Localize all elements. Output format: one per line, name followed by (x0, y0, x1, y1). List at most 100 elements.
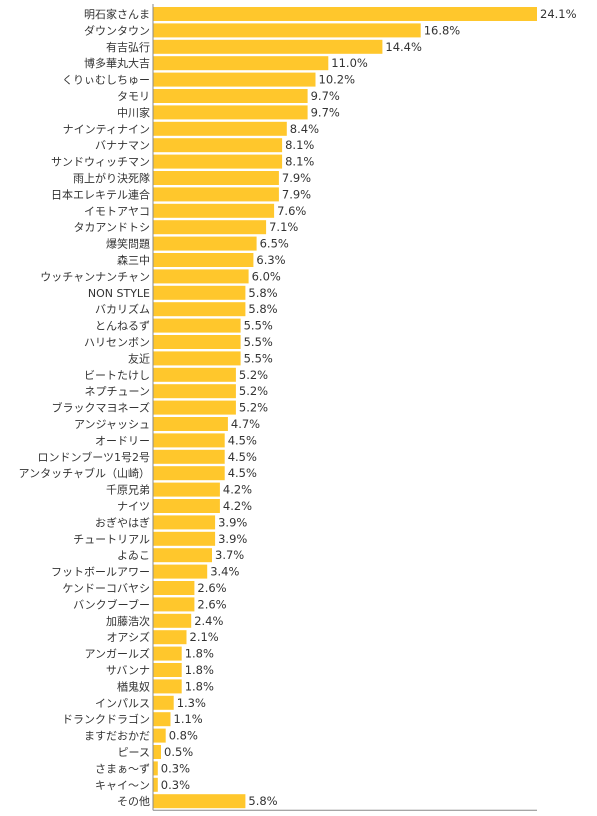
bar (153, 269, 249, 284)
bar (153, 745, 161, 759)
bar (153, 663, 182, 677)
bar (153, 679, 182, 694)
bar (153, 728, 166, 743)
value-label: 11.0% (331, 56, 368, 70)
category-label: ドランクドラゴン (62, 712, 150, 726)
category-label: フットボールアワー (51, 566, 150, 579)
value-label: 7.9% (282, 171, 311, 185)
bar (153, 285, 246, 300)
category-label: 爆笑問題 (106, 237, 150, 251)
bar (153, 23, 421, 38)
value-label: 1.8% (185, 663, 214, 677)
value-label: 2.6% (197, 597, 226, 611)
value-label: 4.2% (223, 483, 252, 497)
value-label: 6.5% (260, 237, 289, 251)
value-label: 7.6% (277, 204, 306, 218)
category-label: 森三中 (117, 253, 150, 267)
category-label: 楢鬼奴 (117, 679, 150, 693)
bar (153, 646, 182, 661)
value-label: 4.5% (228, 466, 257, 480)
category-label: ピース (118, 746, 150, 759)
value-label: 16.8% (424, 23, 461, 37)
category-label: バカリズム (95, 302, 150, 316)
bar (153, 72, 316, 87)
value-label: 2.1% (190, 630, 219, 644)
category-label: ブラックマヨネーズ (52, 401, 150, 415)
bar (153, 548, 212, 563)
bar (153, 712, 171, 727)
value-label: 1.8% (185, 647, 214, 661)
category-label: インパルス (95, 697, 150, 710)
value-label: 10.2% (319, 73, 356, 87)
value-label: 0.3% (161, 778, 190, 792)
category-label: ダウンタウン (84, 23, 150, 37)
value-label: 4.5% (228, 433, 257, 447)
value-label: 14.4% (385, 40, 422, 54)
value-label: 0.8% (169, 729, 198, 743)
category-label: ナイツ (117, 500, 150, 513)
category-label: 友近 (128, 351, 150, 365)
bar (153, 482, 220, 497)
category-label: 明石家さんま (84, 7, 150, 21)
bar (153, 400, 236, 415)
value-label: 0.3% (161, 761, 190, 775)
value-label: 5.8% (248, 302, 277, 316)
category-label: オアシズ (106, 630, 150, 644)
value-label: 7.9% (282, 187, 311, 201)
bar (153, 466, 225, 481)
bar (153, 417, 228, 431)
bar (153, 777, 158, 792)
category-label: タカアンドトシ (73, 221, 150, 234)
value-label: 4.5% (228, 450, 257, 464)
value-label: 4.7% (231, 417, 260, 431)
category-label: アンタッチャブル（山崎） (19, 466, 150, 480)
bar (153, 630, 187, 645)
value-label: 5.5% (244, 319, 273, 333)
value-label: 8.4% (290, 122, 319, 136)
category-label: オードリー (95, 434, 150, 447)
category-label: バンクブーブー (73, 597, 150, 611)
category-label: ますだおかだ (84, 730, 150, 743)
value-label: 1.8% (185, 679, 214, 693)
bar (153, 433, 225, 448)
category-label: 千原兄弟 (106, 484, 150, 497)
category-label: NON STYLE (88, 287, 150, 300)
bar-group (153, 7, 537, 809)
bar (153, 695, 174, 710)
value-label: 24.1% (540, 7, 577, 21)
value-label-group: 24.1% 16.8%14.4% 11.0% 10.2% 9.7% 9.7% 8.4% 8.1… (161, 7, 577, 808)
bar (153, 236, 257, 251)
category-label: ケンドーコバヤシ (62, 582, 150, 595)
category-label: 日本エレキテル連合 (51, 187, 150, 201)
category-label: ナインティナイン (63, 123, 150, 136)
category-label: ウッチャンナンチャン (40, 270, 150, 283)
value-label: 5.5% (244, 335, 273, 349)
bar (153, 56, 329, 71)
category-label: とんねるず (95, 320, 150, 333)
bar (153, 367, 236, 382)
value-label: 0.5% (164, 745, 193, 759)
category-label: 加藤浩次 (106, 614, 150, 628)
category-label: 中川家 (117, 105, 150, 119)
category-label: 雨上がり決死隊 (73, 171, 150, 185)
category-label: ビートたけし (84, 369, 150, 382)
bar (153, 220, 267, 235)
bar (153, 7, 537, 21)
category-label-group: 明石家さんまダウンタウン有吉弘行博多華丸大吉くりぃむしちゅータモリ中川家ナインテ… (19, 7, 150, 808)
value-label: 8.1% (285, 138, 314, 152)
bar (153, 171, 279, 185)
bar (153, 89, 308, 103)
bar (153, 515, 216, 530)
category-label: チュートリアル (73, 533, 150, 546)
category-label: アンガールズ (84, 647, 150, 661)
value-label: 9.7% (311, 89, 340, 103)
value-label: 7.1% (269, 220, 298, 234)
value-label: 8.1% (285, 155, 314, 169)
bar (153, 613, 192, 628)
value-label: 5.2% (239, 368, 268, 382)
bar (153, 581, 195, 595)
bar (153, 499, 220, 513)
category-label: サバンナ (106, 664, 150, 677)
bar (153, 187, 279, 202)
value-label: 2.4% (194, 614, 223, 628)
